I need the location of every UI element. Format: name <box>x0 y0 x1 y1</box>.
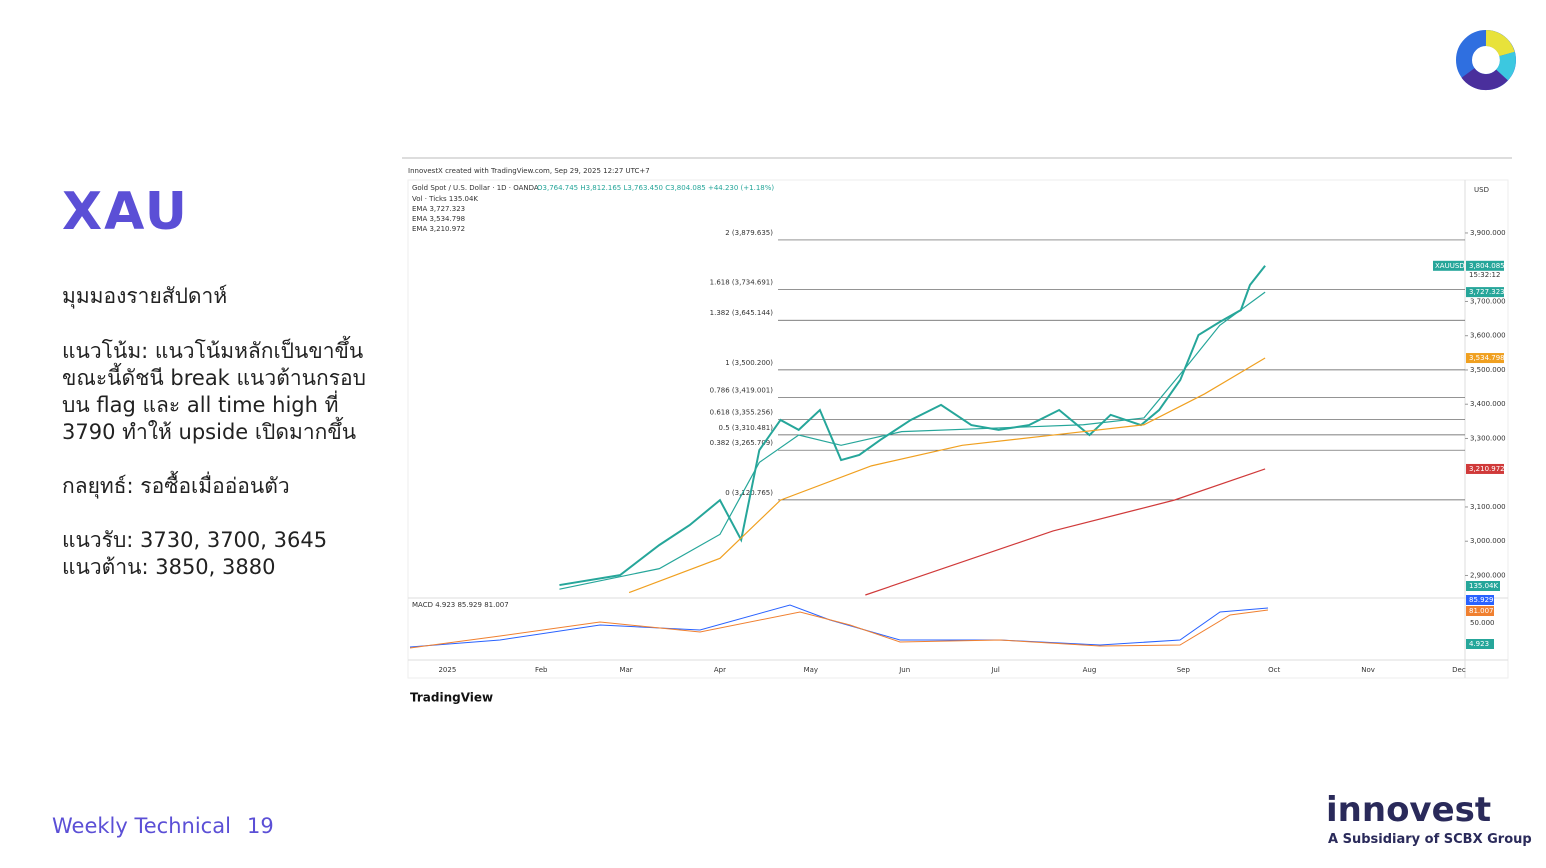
macd-tick: 50.000 <box>1470 619 1495 627</box>
brand: innovest <box>1326 790 1492 830</box>
y-tick-label: 3,300.000 <box>1470 434 1506 442</box>
volume-tag-label: 135.04K <box>1469 582 1498 590</box>
slide-title: XAU <box>62 182 189 242</box>
x-tick-label: Feb <box>535 666 548 674</box>
legend-line: EMA 3,534.798 <box>412 215 465 223</box>
page-number: 19 <box>247 814 274 838</box>
trend-line: ขณะนี้ดัชนี break แนวต้านกรอบ <box>62 366 366 390</box>
brand-sub: A Subsidiary of SCBX Group <box>1328 832 1532 847</box>
strategy: กลยุทธ์: รอซื้อเมื่ออ่อนตัว <box>62 474 290 498</box>
trend-line: แนวโน้ม: แนวโน้มหลักเป็นขาขึ้น <box>62 339 364 363</box>
fib-label: 1.618 (3,734.691) <box>710 279 774 287</box>
price-tag-label: 3,727.323 <box>1469 288 1505 296</box>
x-tick-label: Mar <box>619 666 632 674</box>
logo-seg <box>1495 51 1516 81</box>
y-tick-label: 3,000.000 <box>1470 537 1506 545</box>
x-tick-label: Sep <box>1177 666 1191 674</box>
price-tag <box>1466 353 1504 364</box>
price-tag <box>1466 463 1504 474</box>
fib-label: 2 (3,879.635) <box>725 229 773 237</box>
price-tag-label: 3,534.798 <box>1469 354 1505 362</box>
currency: USD <box>1474 186 1489 194</box>
logo-seg <box>1485 30 1515 57</box>
x-tick-label: Apr <box>714 666 726 674</box>
macd-tag-label: 85.929 <box>1469 596 1494 604</box>
fib-label: 0 (3,120.765) <box>725 489 773 497</box>
x-tick-label: Jun <box>898 666 910 674</box>
trend-line: 3790 ทำให้ upside เปิดมากขึ้น <box>62 420 357 444</box>
macd-tag-label: 4.923 <box>1469 640 1489 648</box>
price-line <box>559 291 1266 590</box>
fib-label: 1 (3,500.200) <box>725 359 773 367</box>
legend-line: Vol · Ticks 135.04K <box>412 195 478 203</box>
macd-line <box>409 604 1269 648</box>
y-tick-label: 3,100.000 <box>1470 503 1506 511</box>
legend-line: EMA 3,210.972 <box>412 225 465 233</box>
x-tick-label: Jul <box>990 666 1000 674</box>
signal-line <box>409 609 1269 649</box>
x-tick-label: 2025 <box>438 666 456 674</box>
macd-tag-label: 81.007 <box>1469 607 1494 615</box>
y-tick-label: 2,900.000 <box>1470 571 1506 579</box>
x-tick-label: Oct <box>1268 666 1280 674</box>
y-tick-label: 3,400.000 <box>1470 400 1506 408</box>
legend-line: EMA 3,727.323 <box>412 205 465 213</box>
macd-label: MACD 4.923 85.929 81.007 <box>412 601 509 609</box>
price-tag-label: 3,804.085 <box>1469 262 1505 270</box>
ohlc: O3,764.745 H3,812.165 L3,763.450 C3,804.… <box>537 184 774 192</box>
fib-label: 0.382 (3,265.709) <box>710 439 774 447</box>
macd-tag <box>1466 595 1494 605</box>
y-tick-label: 3,700.000 <box>1470 297 1506 305</box>
ticker-tag <box>1433 260 1464 271</box>
frame <box>407 179 1509 679</box>
logo <box>1456 30 1516 91</box>
y-tick-label: 3,600.000 <box>1470 332 1506 340</box>
support: แนวรับ: 3730, 3700, 3645 <box>62 528 328 552</box>
x-tick-label: Aug <box>1083 666 1097 674</box>
volume-tag <box>1466 581 1500 591</box>
credit: InnovestX created with TradingView.com, … <box>408 167 650 175</box>
view: มุมมองรายสัปดาห์ <box>62 284 228 308</box>
fib-label: 1.382 (3,645.144) <box>710 309 774 317</box>
resistance: แนวต้าน: 3850, 3880 <box>62 555 276 579</box>
tv-brand: TradingView <box>410 691 493 705</box>
fib-label: 0.5 (3,310.481) <box>719 424 774 432</box>
x-tick-label: May <box>804 666 818 674</box>
price-tag <box>1466 287 1504 298</box>
logo-seg <box>1461 67 1508 91</box>
trend: แนวโน้ม: แนวโน้มหลักเป็นขาขึ้น ขณะนี้ดัช… <box>62 338 366 446</box>
trend-line: บน flag และ all time high ที่ <box>62 393 339 417</box>
x-tick-label: Nov <box>1361 666 1375 674</box>
countdown: 15:32:12 <box>1469 271 1500 279</box>
price-line <box>865 468 1266 596</box>
fib-label: 0.786 (3,419.001) <box>710 387 774 395</box>
y-tick-label: 3,900.000 <box>1470 229 1506 237</box>
y-tick-label: 3,500.000 <box>1470 366 1506 374</box>
symbol: Gold Spot / U.S. Dollar · 1D · OANDA <box>412 184 539 192</box>
macd-tag <box>1466 606 1494 616</box>
fib-label: 0.618 (3,355.256) <box>710 409 774 417</box>
price-tag-label: 3,210.972 <box>1469 465 1505 473</box>
macd-tag <box>1466 639 1494 649</box>
footer: Weekly Technical <box>52 814 231 838</box>
price-line <box>559 265 1266 587</box>
price-line <box>628 357 1266 594</box>
ticker: XAUUSD <box>1435 262 1465 270</box>
price-tag <box>1466 260 1504 271</box>
x-tick-label: Dec <box>1452 666 1466 674</box>
